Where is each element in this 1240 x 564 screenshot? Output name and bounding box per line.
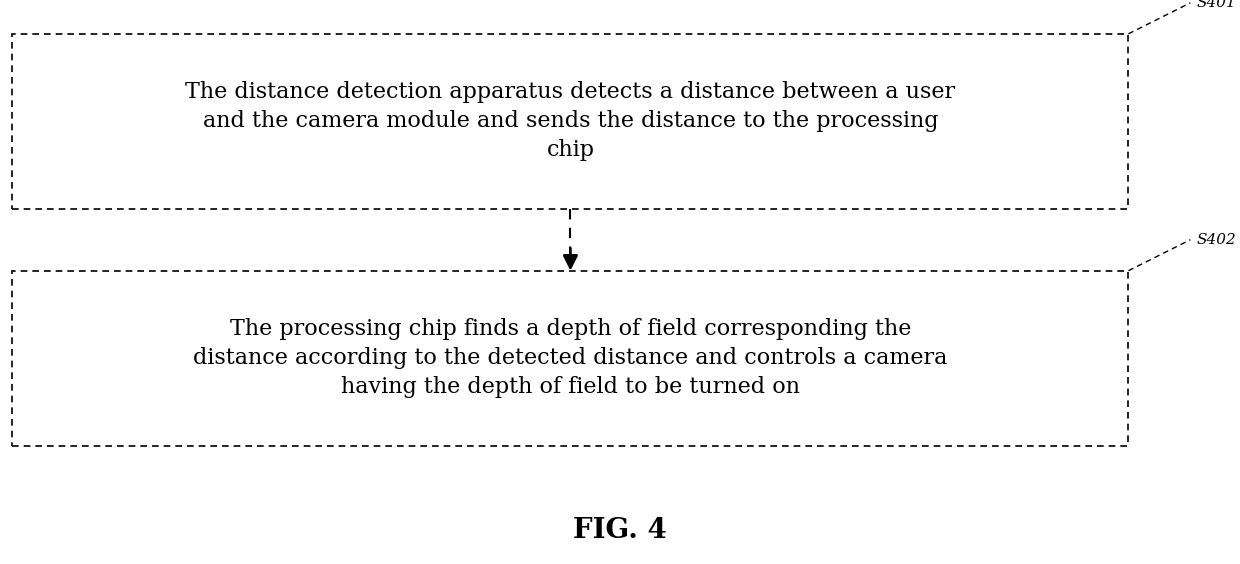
Text: S402: S402 [1197,233,1236,246]
Bar [12,271,1128,446]
Text: FIG. 4: FIG. 4 [573,517,667,544]
Text: S401: S401 [1197,0,1236,10]
Bar [12,34,1128,209]
Text: The processing chip finds a depth of field corresponding the
distance according : The processing chip finds a depth of fie… [193,318,947,398]
Text: The distance detection apparatus detects a distance between a user
and the camer: The distance detection apparatus detects… [185,81,956,161]
